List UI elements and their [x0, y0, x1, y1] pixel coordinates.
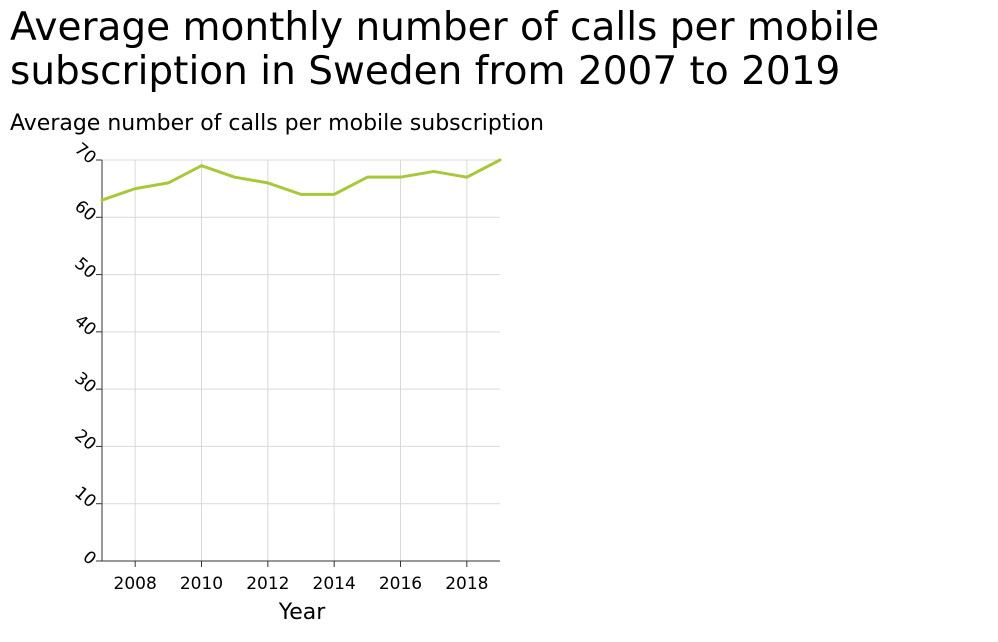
chart-title: Average monthly number of calls per mobi…: [10, 5, 880, 94]
y-tick-label: 40: [70, 311, 99, 340]
y-tick-label: 30: [70, 368, 99, 397]
x-tick-label: 2012: [246, 574, 289, 594]
y-tick-label: 10: [70, 483, 99, 512]
x-axis-label: Year: [278, 600, 326, 625]
x-tick-label: 2018: [445, 574, 488, 594]
y-axis-label: Average number of calls per mobile subsc…: [10, 111, 544, 136]
x-tick-label: 2008: [114, 574, 157, 594]
y-tick-label: 60: [70, 196, 99, 225]
x-tick-label: 2014: [313, 574, 356, 594]
y-tick-label: 0: [79, 547, 100, 569]
series-line: [100, 158, 502, 202]
x-tick-label: 2010: [180, 574, 223, 594]
y-tick-label: 50: [70, 254, 99, 283]
x-tick-label: 2016: [379, 574, 422, 594]
y-tick-label: 20: [70, 426, 99, 455]
y-tick-label: 70: [70, 139, 99, 168]
